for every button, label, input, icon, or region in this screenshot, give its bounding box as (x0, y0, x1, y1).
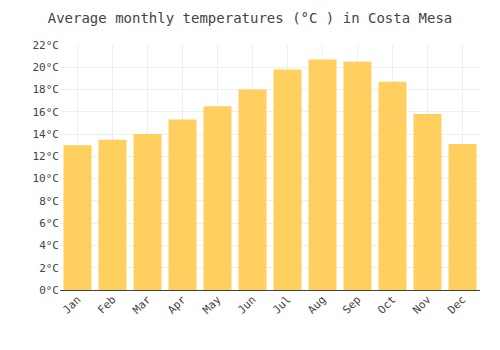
svg-text:Nov: Nov (410, 293, 434, 317)
svg-text:14°C: 14°C (33, 128, 60, 141)
svg-text:Apr: Apr (165, 293, 189, 317)
svg-text:Average monthly temperatures (: Average monthly temperatures (°C ) in Co… (48, 10, 453, 26)
svg-text:18°C: 18°C (33, 83, 60, 96)
svg-text:Mar: Mar (130, 293, 154, 317)
svg-text:6°C: 6°C (39, 217, 59, 230)
svg-text:Oct: Oct (375, 293, 398, 316)
svg-text:Jan: Jan (60, 293, 83, 316)
svg-text:12°C: 12°C (33, 150, 60, 163)
svg-text:Jun: Jun (235, 293, 258, 316)
svg-text:8°C: 8°C (39, 195, 59, 208)
svg-text:Aug: Aug (305, 293, 328, 316)
svg-text:0°C: 0°C (39, 284, 59, 297)
svg-text:2°C: 2°C (39, 262, 59, 275)
svg-text:May: May (200, 293, 224, 317)
svg-text:16°C: 16°C (33, 106, 60, 119)
svg-text:4°C: 4°C (39, 239, 59, 252)
svg-text:Sep: Sep (340, 293, 363, 316)
svg-text:10°C: 10°C (33, 172, 60, 185)
svg-text:Jul: Jul (270, 293, 293, 316)
svg-text:Feb: Feb (95, 293, 118, 316)
svg-text:Dec: Dec (445, 293, 468, 316)
svg-text:20°C: 20°C (33, 61, 60, 74)
svg-text:22°C: 22°C (33, 39, 60, 52)
